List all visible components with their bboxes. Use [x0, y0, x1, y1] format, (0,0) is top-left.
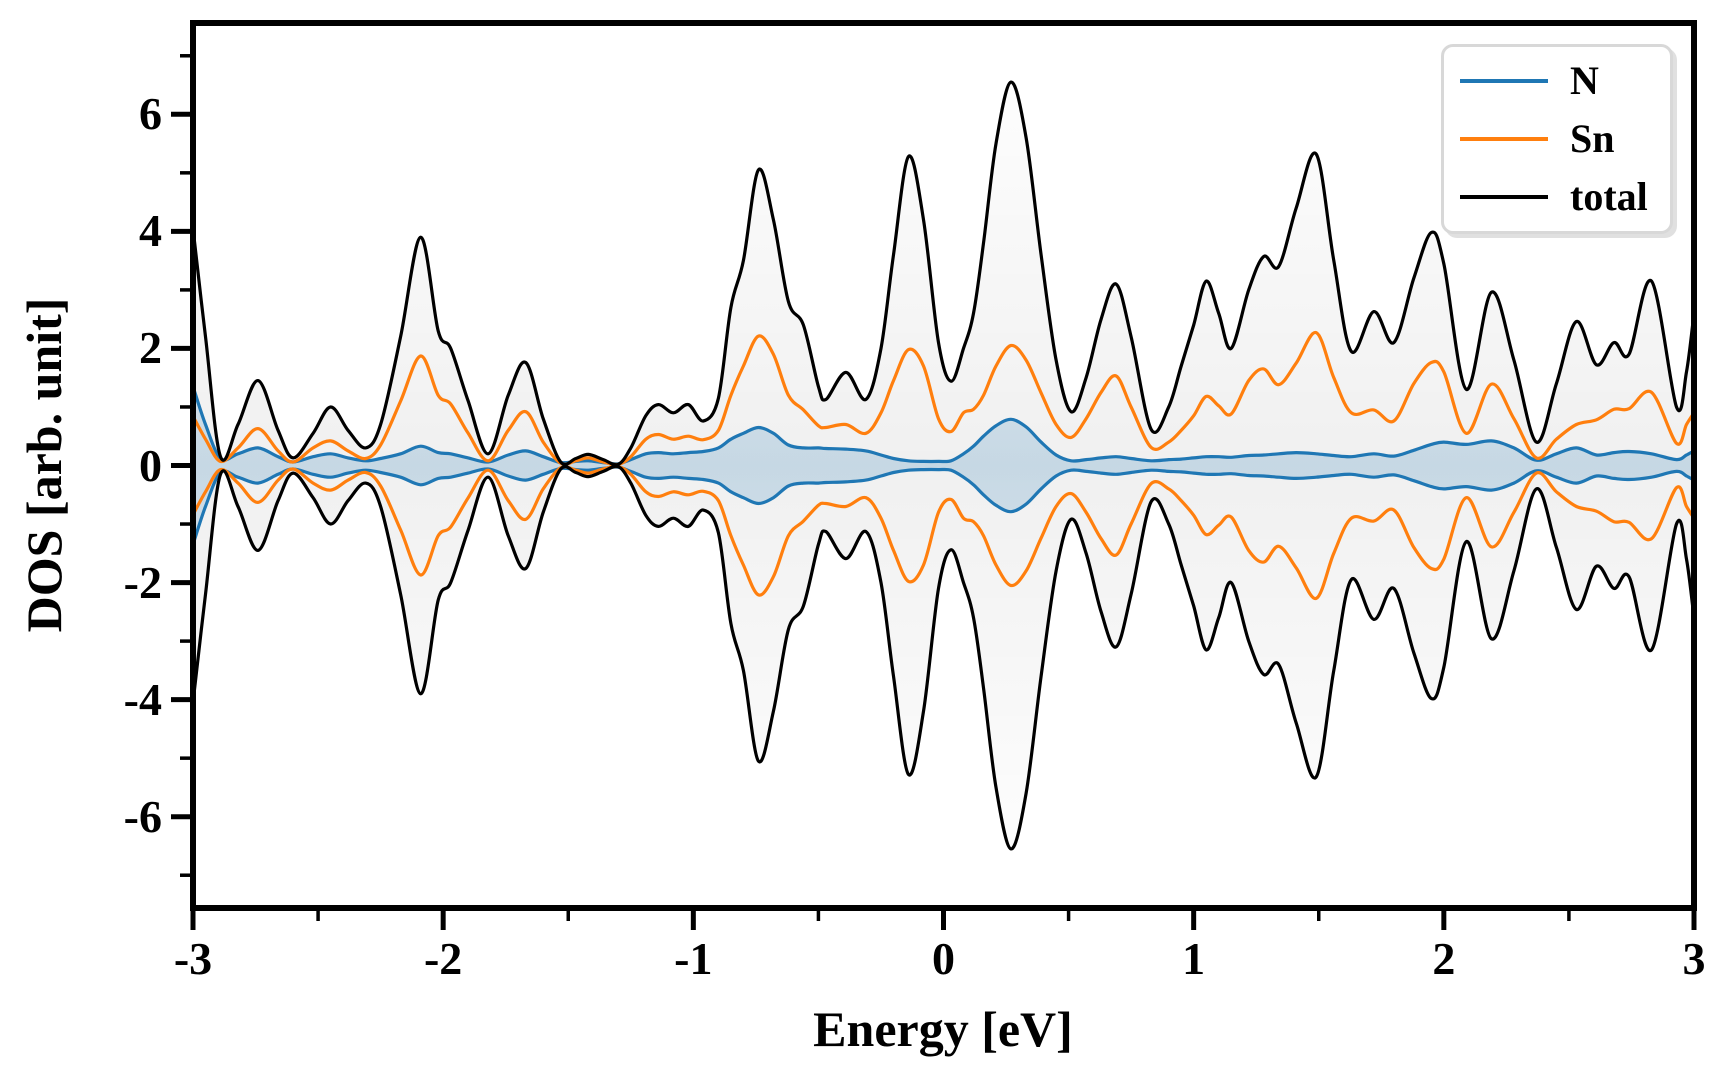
y-tick-label-2: 2 — [139, 322, 162, 374]
x-tick-label--2: -2 — [423, 933, 463, 984]
legend-label-Sn: Sn — [1570, 116, 1615, 161]
ticks-group — [171, 54, 1697, 930]
x-tick-label--1: -1 — [674, 933, 713, 984]
legend-entry-N: N — [1460, 53, 1670, 109]
legend-box: N Sn total — [1441, 44, 1673, 234]
y-tick-label-4: 4 — [139, 205, 162, 257]
y-tick-label--4: -4 — [123, 673, 162, 725]
y-tick-label-6: 6 — [139, 88, 162, 140]
legend-entry-total: total — [1460, 169, 1670, 225]
total-up-fill — [193, 82, 1694, 466]
legend-label-total: total — [1570, 174, 1648, 219]
y-tick-label--6: -6 — [123, 790, 162, 842]
x-axis-label: Energy [eV] — [813, 1001, 1073, 1057]
legend-entry-Sn: Sn — [1460, 111, 1670, 167]
y-tick-label--2: -2 — [123, 556, 162, 608]
x-tick-label-3: 3 — [1682, 933, 1706, 984]
x-tick-label-0: 0 — [932, 933, 955, 984]
y-axis-label: DOS [arb. unit] — [16, 297, 72, 633]
legend-line-sample-N — [1460, 79, 1548, 83]
N-spin-up-curve — [193, 384, 1694, 466]
x-tick-label-1: 1 — [1182, 933, 1206, 984]
legend-label-N: N — [1570, 58, 1599, 103]
x-tick-label-2: 2 — [1432, 933, 1456, 984]
y-tick-label-0: 0 — [139, 439, 162, 491]
legend-line-sample-total — [1460, 195, 1548, 199]
curves-group — [193, 80, 1694, 851]
plot-frame — [190, 20, 1697, 911]
Sn-spin-down-curve — [193, 464, 1694, 600]
legend-line-sample-Sn — [1460, 137, 1548, 141]
N-spin-down-curve — [193, 465, 1694, 547]
Sn-spin-up-curve — [193, 331, 1694, 467]
total-down-fill — [193, 465, 1694, 849]
total-spin-up-curve — [193, 80, 1694, 467]
x-tick-label--3: -3 — [173, 933, 213, 984]
total-spin-down-curve — [193, 464, 1694, 851]
